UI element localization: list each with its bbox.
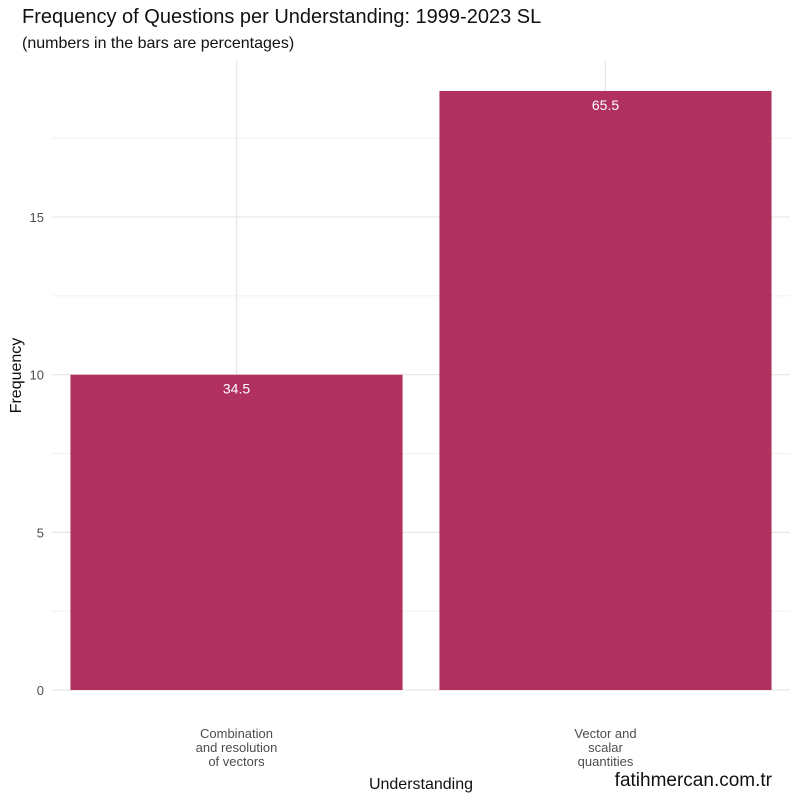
x-tick-label: Combination [200, 726, 273, 741]
x-tick-label: of vectors [208, 754, 265, 769]
x-axis-title: Understanding [369, 776, 473, 793]
bar [70, 374, 403, 690]
x-tick-label: quantities [578, 754, 634, 769]
y-tick-label: 10 [30, 368, 44, 383]
chart-subtitle: (numbers in the bars are percentages) [22, 35, 295, 52]
y-tick-label: 0 [37, 683, 44, 698]
x-tick-label: and resolution [196, 740, 278, 755]
bar-value-label: 65.5 [592, 97, 619, 113]
chart-title: Frequency of Questions per Understanding… [22, 6, 542, 28]
x-tick-label: Vector and [574, 726, 636, 741]
y-tick-label: 5 [37, 525, 44, 540]
y-axis-title: Frequency [8, 338, 25, 414]
bar-value-label: 34.5 [223, 381, 250, 397]
x-tick-label: scalar [588, 740, 623, 755]
watermark-text: fatihmercan.com.tr [614, 770, 772, 791]
y-tick-label: 15 [30, 210, 44, 225]
bar [439, 90, 772, 690]
